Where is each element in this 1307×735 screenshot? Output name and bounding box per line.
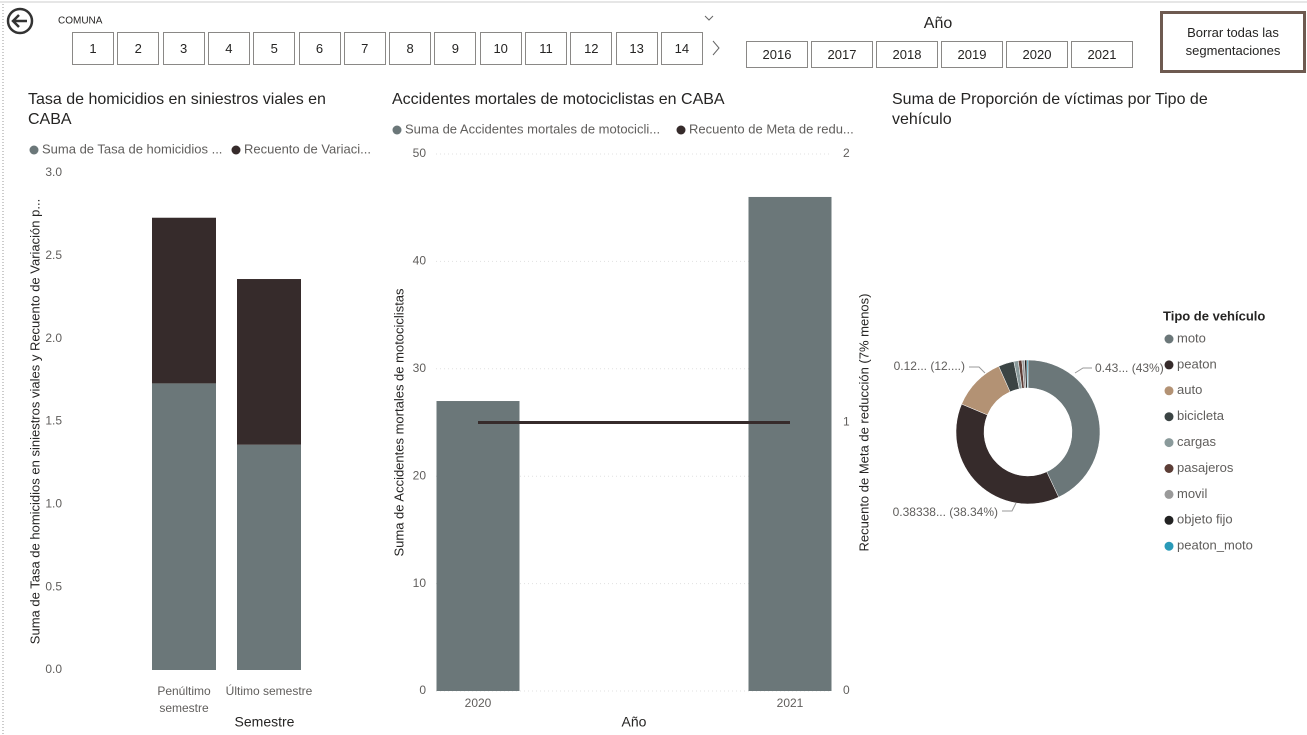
y2-tick-label: 1 — [843, 415, 850, 429]
data-label: 0.43... (43%) — [1095, 361, 1164, 375]
bar-segment — [152, 217, 216, 384]
legend-title: Tipo de vehículo — [1163, 308, 1265, 323]
year-button[interactable]: 2018 — [876, 41, 938, 68]
legend-marker — [392, 125, 402, 135]
clear-button[interactable]: Borrar todas las segmentaciones — [1160, 11, 1306, 73]
legend-marker — [1164, 438, 1174, 448]
y-axis-title: Suma de Accidentes mortales de motocicli… — [391, 288, 406, 557]
comuna-button[interactable]: 8 — [389, 32, 432, 65]
back-button[interactable] — [6, 7, 34, 35]
comuna-button[interactable]: 5 — [253, 32, 296, 65]
x-tick-label: 2020 — [465, 696, 492, 710]
y-tick-label: 20 — [413, 468, 427, 482]
legend-marker — [1164, 489, 1174, 499]
comuna-button[interactable]: 2 — [117, 32, 160, 65]
bar-segment — [237, 279, 301, 445]
legend-label: Suma de Accidentes mortales de motocicli… — [405, 121, 660, 136]
legend-marker — [29, 145, 39, 155]
comuna-button[interactable]: 6 — [298, 32, 341, 65]
y2-tick-label: 2 — [843, 146, 850, 160]
label-leader — [969, 366, 986, 374]
y-tick-label: 2.0 — [45, 331, 62, 345]
x-tick-label: Último semestre — [225, 684, 313, 698]
y-tick-label: 10 — [413, 576, 427, 590]
legend-label: bicicleta — [1177, 408, 1225, 423]
year-button[interactable]: 2019 — [941, 41, 1003, 68]
legend-marker — [1164, 515, 1174, 525]
x-axis-title: Año — [622, 714, 647, 730]
legend-label: moto — [1177, 330, 1206, 345]
label-leader — [1002, 502, 1017, 512]
y2-axis-title: Recuento de Meta de reducción (7% menos) — [856, 294, 871, 552]
dropdown-chevron[interactable] — [704, 15, 714, 21]
comuna-button[interactable]: 10 — [479, 32, 522, 65]
bar — [436, 401, 520, 691]
legend-label: cargas — [1177, 434, 1217, 449]
donut-slice — [1027, 359, 1101, 498]
legend-marker — [1164, 386, 1174, 396]
next-chevron[interactable] — [712, 40, 720, 56]
legend-marker — [1164, 464, 1174, 473]
y2-tick-label: 0 — [843, 683, 850, 697]
legend-marker — [1164, 334, 1174, 344]
legend-marker — [1164, 360, 1174, 370]
comuna-button[interactable]: 11 — [525, 32, 567, 65]
x-tick-label: Penúltimo semestre — [157, 684, 211, 715]
year-button[interactable]: 2021 — [1071, 41, 1133, 68]
data-label: 0.12... (12....) — [894, 359, 965, 373]
y-tick-label: 1.0 — [45, 497, 62, 511]
comuna-button[interactable]: 9 — [434, 32, 477, 65]
legend-label: auto — [1177, 382, 1202, 397]
year-button[interactable]: 2020 — [1006, 41, 1068, 68]
slicer-title: Año — [924, 15, 953, 32]
x-tick-label: 2021 — [777, 696, 804, 710]
year-button[interactable]: 2017 — [811, 41, 873, 68]
legend-label: peaton_moto — [1177, 538, 1253, 553]
donut-slice — [1026, 359, 1029, 389]
legend-label: objeto fijo — [1177, 512, 1233, 527]
comuna-button[interactable]: 12 — [570, 32, 613, 65]
legend-marker — [1164, 412, 1174, 422]
legend-marker — [1164, 541, 1174, 551]
legend-label: Recuento de Meta de redu... — [689, 121, 854, 136]
x-axis-title: Semestre — [235, 714, 295, 730]
y-axis-title: Suma de Tasa de homicidios en siniestros… — [27, 199, 42, 644]
comuna-button[interactable]: 3 — [162, 32, 205, 65]
donut-slice — [955, 403, 1059, 505]
y-tick-label: 30 — [413, 361, 427, 375]
legend-marker — [676, 125, 686, 135]
y-tick-label: 3.0 — [45, 165, 62, 179]
slicer-label: COMUNA — [58, 16, 103, 27]
chart-title: Tasa de homicidios en siniestros viales … — [28, 91, 326, 128]
bar-segment — [152, 383, 216, 670]
comuna-button[interactable]: 4 — [207, 32, 250, 65]
label-leader — [1074, 367, 1092, 374]
year-button[interactable]: 2016 — [746, 41, 808, 68]
comuna-button[interactable]: 1 — [72, 32, 114, 65]
legend-label: pasajeros — [1177, 460, 1234, 475]
legend-label: peaton — [1177, 356, 1217, 371]
legend-label: movil — [1177, 486, 1207, 501]
y-tick-label: 2.5 — [45, 248, 62, 262]
y-tick-label: 50 — [413, 146, 427, 160]
chart-title: Accidentes mortales de motociclistas en … — [392, 91, 725, 108]
data-label: 0.38338... (38.34%) — [893, 505, 998, 519]
bar — [748, 196, 832, 691]
y-tick-label: 40 — [413, 254, 427, 268]
legend-marker — [231, 145, 241, 155]
bar-segment — [237, 444, 301, 670]
chart-title: Suma de Proporción de víctimas por Tipo … — [892, 91, 1208, 128]
y-tick-label: 0.0 — [45, 662, 62, 676]
comuna-button[interactable]: 13 — [615, 32, 658, 65]
y-tick-label: 1.5 — [45, 414, 62, 428]
comuna-button[interactable]: 14 — [660, 32, 703, 65]
legend-label: Suma de Tasa de homicidios ... — [42, 141, 222, 156]
y-tick-label: 0 — [419, 683, 426, 697]
legend-label: Recuento de Variaci... — [244, 141, 371, 156]
y-tick-label: 0.5 — [45, 579, 62, 593]
comuna-button[interactable]: 7 — [343, 32, 386, 65]
